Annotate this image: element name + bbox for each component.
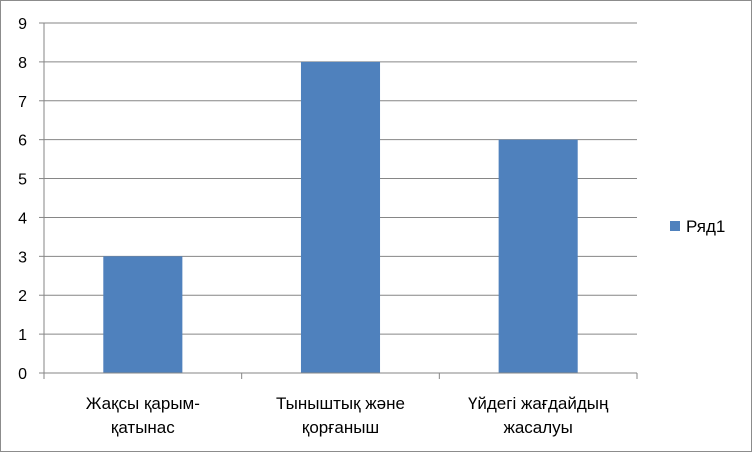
x-tick-label: қатынас bbox=[111, 418, 175, 437]
y-tick-label: 8 bbox=[18, 55, 27, 72]
x-tick-label: Тыныштық және bbox=[276, 394, 405, 413]
y-tick-label: 0 bbox=[18, 366, 27, 383]
legend-swatch bbox=[670, 221, 680, 231]
y-tick-label: 2 bbox=[18, 288, 27, 305]
y-tick-label: 1 bbox=[18, 327, 27, 344]
legend-label: Ряд1 bbox=[686, 217, 725, 236]
bar bbox=[103, 256, 183, 373]
x-tick-label: қорғаныш bbox=[302, 418, 379, 437]
y-tick-label: 9 bbox=[18, 16, 27, 33]
bar bbox=[498, 139, 578, 373]
legend: Ряд1 bbox=[670, 217, 725, 236]
y-axis: 0 1 2 3 4 5 6 7 8 9 bbox=[18, 16, 45, 383]
y-tick-label: 5 bbox=[18, 172, 27, 189]
y-tick-label: 3 bbox=[18, 249, 27, 266]
bar bbox=[300, 61, 381, 374]
bars bbox=[103, 61, 578, 374]
y-tick-label: 4 bbox=[18, 210, 27, 227]
x-axis: Жақсы қарым-қатынас Тыныштық және қорғаныш… bbox=[43, 372, 638, 437]
x-tick-label: Жақсы қарым- bbox=[86, 394, 200, 413]
x-tick-label: жасалуы bbox=[503, 418, 572, 437]
x-tick-label: Үйдегі жағдайдың bbox=[468, 394, 609, 413]
y-tick-label: 7 bbox=[18, 94, 27, 111]
y-tick-label: 6 bbox=[18, 133, 27, 150]
